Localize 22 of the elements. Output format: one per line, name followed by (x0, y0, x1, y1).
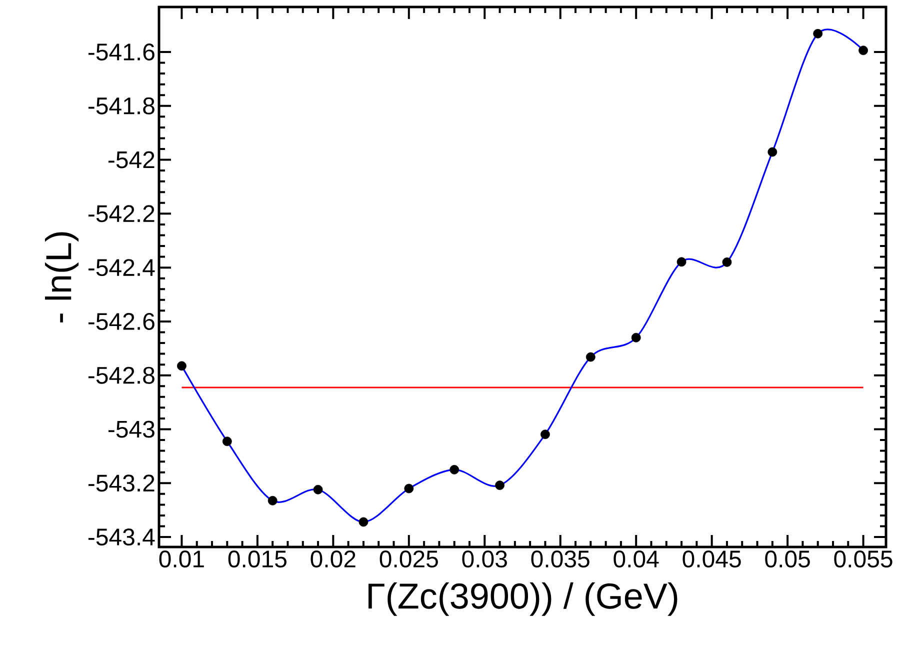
x-tick-label: 0.045 (682, 550, 741, 568)
y-tick-label: -542 (108, 151, 154, 168)
y-tick-label: -543.2 (88, 474, 154, 492)
y-tick-label: -542.2 (88, 205, 154, 222)
y-tick-label: -543 (108, 420, 154, 438)
x-tick-label: 0.01 (159, 550, 204, 568)
y-tick-label: -542.8 (88, 366, 154, 384)
x-tick-label: 0.015 (228, 550, 286, 568)
x-tick-label: 0.04 (614, 550, 659, 568)
x-tick-label: 0.025 (380, 550, 438, 568)
x-tick-label: 0.03 (462, 550, 507, 568)
x-tick-label: 0.035 (531, 550, 590, 568)
y-tick-label: -543.4 (88, 528, 155, 546)
y-tick-label: -541.8 (88, 97, 154, 114)
x-tick-label: 0.05 (765, 550, 810, 568)
x-tick-label: 0.02 (310, 550, 356, 568)
y-tick-label: -541.6 (88, 44, 154, 60)
y-tick-label: -542.6 (88, 312, 154, 330)
x-tick-label: 0.055 (834, 550, 892, 568)
y-axis-title: - ln(L) (45, 232, 79, 322)
y-tick-label: -542.4 (88, 259, 155, 276)
x-axis-title: Γ(Zc(3900)) / (GeV) (368, 582, 678, 616)
